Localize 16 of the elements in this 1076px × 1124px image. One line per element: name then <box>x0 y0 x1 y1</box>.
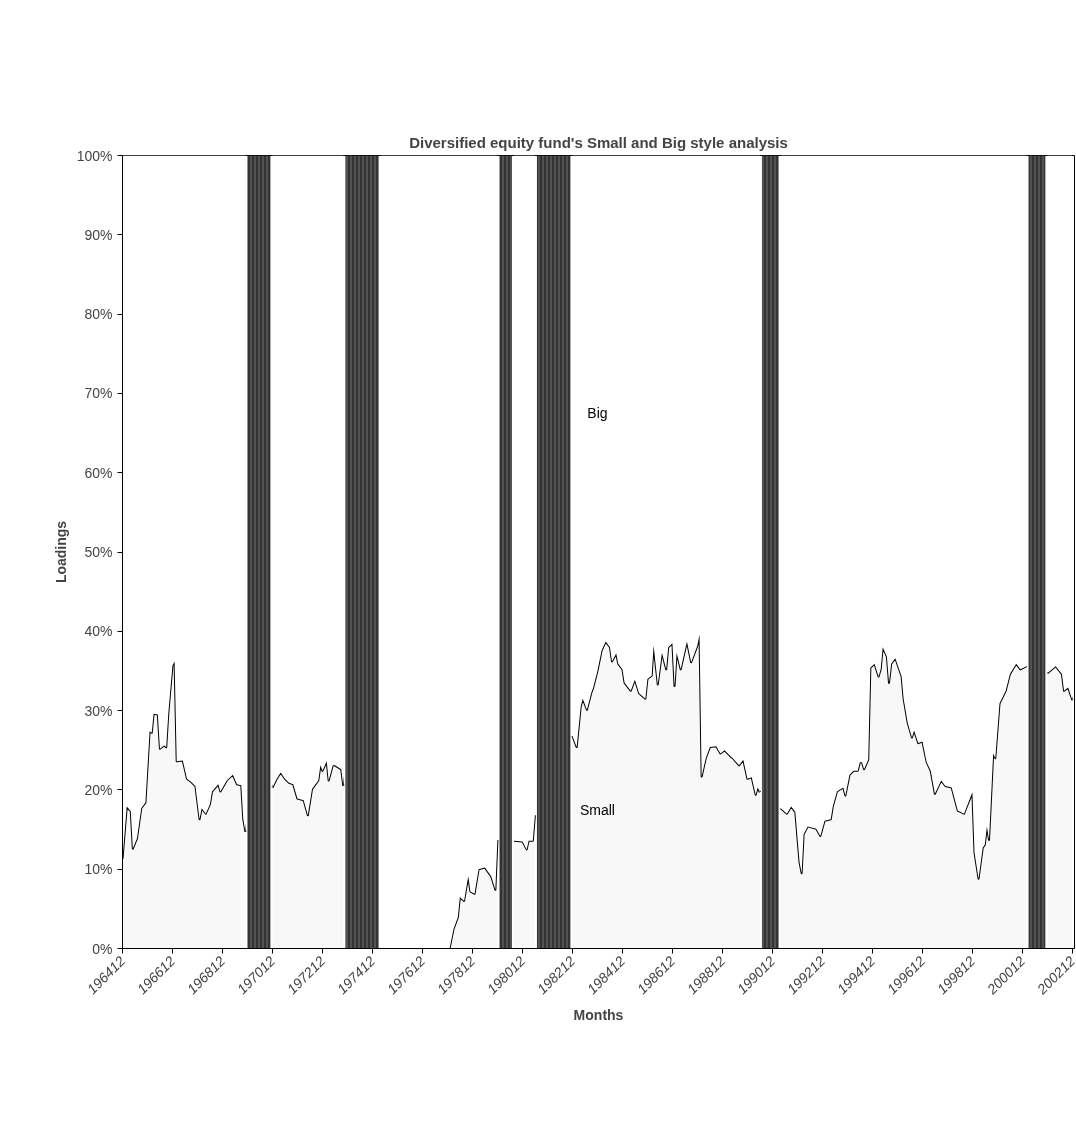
series-label: Small <box>579 801 615 818</box>
y-tick-label: 50% <box>84 544 113 560</box>
y-tick-label: 0% <box>92 940 113 957</box>
y-tick-label: 60% <box>84 464 113 481</box>
y-tick-label: 30% <box>84 702 113 719</box>
series-label: Big <box>587 405 608 422</box>
y-tick-label: 70% <box>84 385 113 402</box>
y-tick-label: 100% <box>76 147 113 164</box>
y-axis-title: Loadings <box>52 520 69 584</box>
x-axis-title: Months <box>573 1006 624 1023</box>
chart-title: Diversified equity fund's Small and Big style analysis <box>409 133 788 151</box>
y-tick-label: 40% <box>84 623 113 640</box>
y-tick-label: 80% <box>84 306 113 323</box>
y-tick-label: 10% <box>84 861 113 878</box>
y-tick-label: 20% <box>84 781 113 798</box>
y-tick-label: 90% <box>84 226 113 243</box>
